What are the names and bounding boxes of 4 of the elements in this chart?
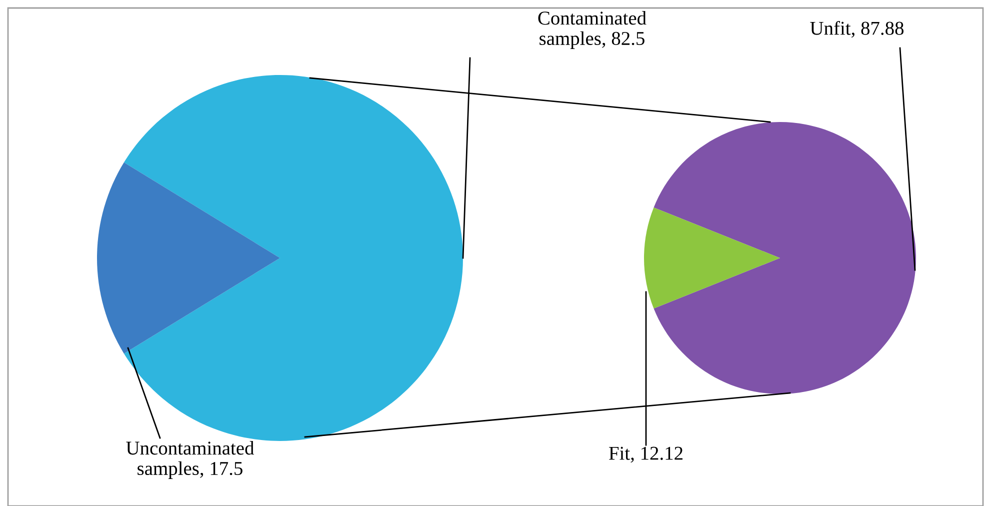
- slice-label: Contaminated samples, 82.5: [538, 11, 646, 49]
- slice-label: Fit, 12.12: [609, 446, 682, 463]
- slice-label: Uncontaminated samples, 17.5: [126, 441, 254, 479]
- slice-label: Unfit, 87.88: [810, 20, 904, 38]
